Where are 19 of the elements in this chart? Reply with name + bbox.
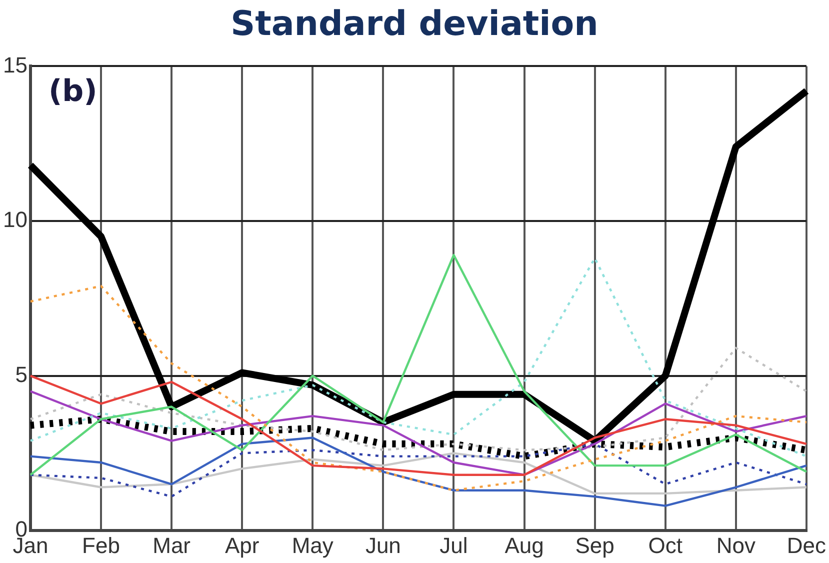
x-tick-label: Sep <box>575 532 614 558</box>
line-series <box>29 346 808 452</box>
annotation: (b) <box>48 74 98 109</box>
chart-title: Standard deviation <box>230 4 600 44</box>
x-tick-label: Oct <box>648 532 682 558</box>
x-tick-label: Jul <box>440 532 468 558</box>
x-tick-label: Apr <box>224 532 260 558</box>
x-tick-label: Mar <box>152 532 190 558</box>
x-tick-label: Feb <box>82 532 120 558</box>
x-tick-label: Jun <box>365 532 401 558</box>
line-series <box>29 284 808 492</box>
x-tick-label: May <box>292 532 334 558</box>
y-tick-label: 15 <box>2 52 28 78</box>
x-tick-label: Aug <box>504 532 544 558</box>
y-tick-label: 5 <box>15 362 28 387</box>
x-tick-label: Dec <box>786 532 826 558</box>
line-series <box>29 442 808 498</box>
y-tick-label: 10 <box>2 207 28 232</box>
x-tick-label: Nov <box>716 532 756 558</box>
